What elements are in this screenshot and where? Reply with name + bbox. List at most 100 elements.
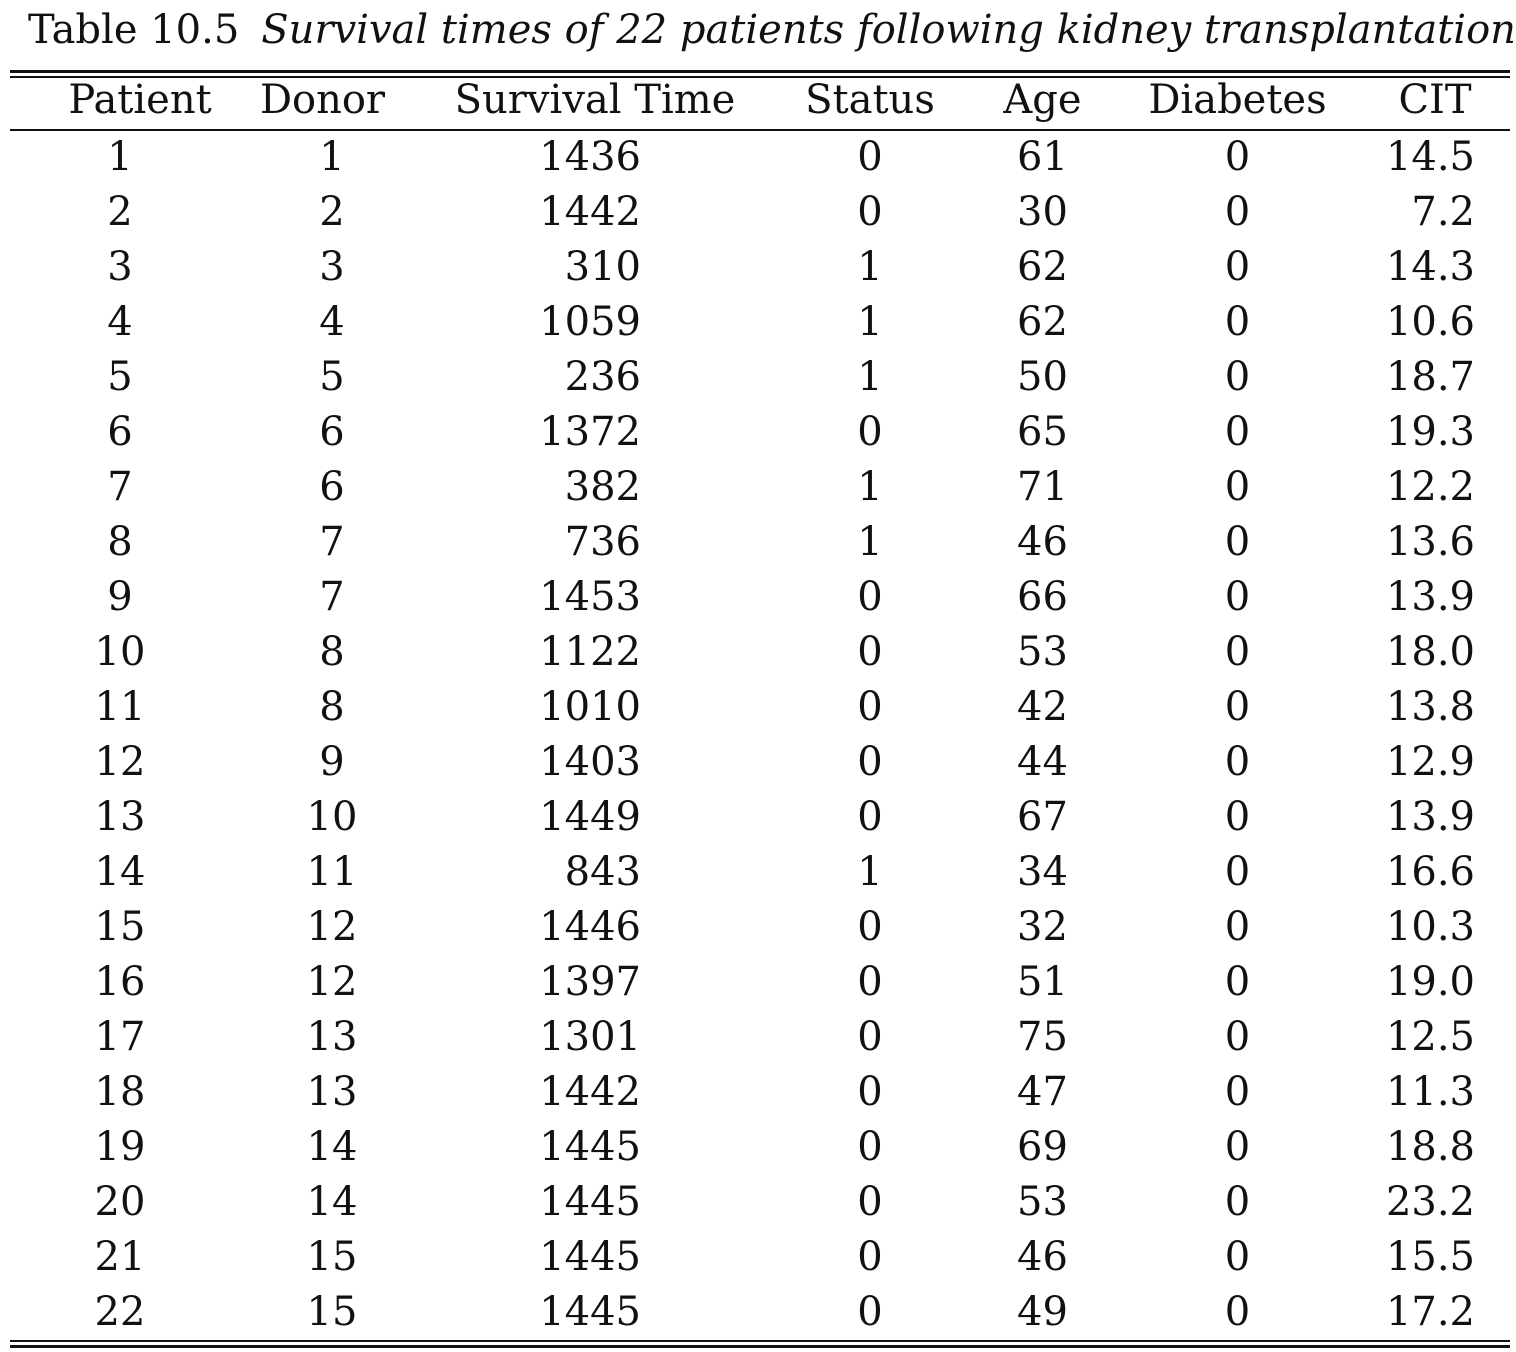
table-row: 6 6 1372 0 65 0 19.3 [10,405,1510,460]
cell-age: 67 [1017,794,1068,840]
table-body: 1 1 1436 0 61 0 14.5 2 2 1442 0 30 0 7.2 3 3 310 1 62 0 14.3… [10,130,1510,1340]
cell-cit: 19.3 [1385,409,1475,455]
table-row: 13 10 1449 0 67 0 13.9 [10,790,1510,845]
cell-survival-time: 1403 [539,739,641,785]
cell-status: 1 [857,464,883,510]
cell-cit: 12.5 [1385,1014,1475,1060]
table-row: 20 14 1445 0 53 0 23.2 [10,1175,1510,1230]
cell-cit: 16.6 [1385,849,1475,895]
cell-survival-time: 1301 [539,1014,641,1060]
table-row: 19 14 1445 0 69 0 18.8 [10,1120,1510,1175]
cell-donor: 3 [319,244,345,290]
cell-donor: 4 [319,299,345,345]
cell-patient: 12 [94,739,146,785]
table-row: 16 12 1397 0 51 0 19.0 [10,955,1510,1010]
cell-cit: 12.2 [1385,464,1475,510]
cell-donor: 15 [306,1289,358,1335]
cell-status: 0 [857,739,883,785]
cell-patient: 5 [107,354,133,400]
cell-survival-time: 1436 [539,134,641,180]
cell-donor: 15 [306,1234,358,1280]
cell-patient: 13 [94,794,146,840]
cell-cit: 14.3 [1385,244,1475,290]
cell-status: 0 [857,629,883,675]
cell-age: 61 [1017,134,1068,180]
cell-status: 1 [857,244,883,290]
header-patient: Patient [68,77,212,123]
cell-status: 1 [857,519,883,565]
cell-status: 1 [857,849,883,895]
cell-age: 50 [1017,354,1068,400]
cell-survival-time: 1445 [539,1124,641,1170]
cell-patient: 10 [94,629,146,675]
cell-cit: 12.9 [1385,739,1475,785]
table-row: 10 8 1122 0 53 0 18.0 [10,625,1510,680]
cell-donor: 2 [319,189,345,235]
cell-diabetes: 0 [1224,629,1251,675]
cell-status: 0 [857,189,883,235]
cell-donor: 14 [306,1124,358,1170]
cell-patient: 1 [107,134,133,180]
table-row: 8 7 736 1 46 0 13.6 [10,515,1510,570]
cell-status: 0 [857,574,883,620]
header-donor: Donor [259,77,386,123]
cell-status: 0 [857,904,883,950]
top-rule-thin [10,76,1510,78]
cell-cit: 19.0 [1385,959,1475,1005]
cell-donor: 14 [306,1179,358,1225]
cell-status: 1 [857,354,883,400]
cell-diabetes: 0 [1224,1234,1251,1280]
header-cit: CIT [1398,77,1472,123]
cell-cit: 13.6 [1385,519,1475,565]
cell-age: 51 [1017,959,1068,1005]
cell-cit: 15.5 [1385,1234,1475,1280]
cell-status: 0 [857,959,883,1005]
cell-survival-time: 1372 [539,409,641,455]
header-status: Status [805,77,935,123]
table-row: 7 6 382 1 71 0 12.2 [10,460,1510,515]
cell-status: 0 [857,134,883,180]
cell-cit: 13.9 [1385,794,1475,840]
cell-status: 0 [857,409,883,455]
cell-diabetes: 0 [1224,1069,1251,1115]
cell-diabetes: 0 [1224,849,1251,895]
cell-age: 42 [1017,684,1068,730]
cell-patient: 18 [94,1069,146,1115]
cell-survival-time: 1449 [539,794,641,840]
cell-donor: 12 [306,904,358,950]
cell-diabetes: 0 [1224,794,1251,840]
cell-diabetes: 0 [1224,574,1251,620]
cell-donor: 6 [319,409,345,455]
cell-donor: 7 [319,519,345,565]
cell-patient: 15 [94,904,146,950]
cell-diabetes: 0 [1224,1124,1251,1170]
cell-diabetes: 0 [1224,1289,1251,1335]
cell-patient: 14 [94,849,146,895]
cell-age: 44 [1017,739,1068,785]
cell-cit: 23.2 [1385,1179,1475,1225]
top-rule-thick [10,70,1510,73]
cell-cit: 13.8 [1385,684,1475,730]
table-row: 18 13 1442 0 47 0 11.3 [10,1065,1510,1120]
cell-age: 66 [1017,574,1068,620]
cell-diabetes: 0 [1224,1014,1251,1060]
cell-patient: 7 [107,464,133,510]
cell-age: 75 [1017,1014,1068,1060]
cell-cit: 18.7 [1385,354,1475,400]
cell-donor: 13 [306,1069,358,1115]
cell-patient: 8 [107,519,133,565]
cell-age: 62 [1017,299,1068,345]
cell-donor: 8 [319,629,345,675]
cell-status: 0 [857,1179,883,1225]
cell-status: 0 [857,1289,883,1335]
cell-diabetes: 0 [1224,354,1251,400]
cell-survival-time: 1445 [539,1234,641,1280]
header-rule [10,129,1510,131]
cell-age: 49 [1017,1289,1068,1335]
table-number: Table 10.5 [28,7,240,53]
bottom-rule-thin [10,1340,1510,1342]
table-row: 5 5 236 1 50 0 18.7 [10,350,1510,405]
cell-patient: 6 [107,409,133,455]
cell-age: 47 [1017,1069,1068,1115]
cell-cit: 13.9 [1385,574,1475,620]
